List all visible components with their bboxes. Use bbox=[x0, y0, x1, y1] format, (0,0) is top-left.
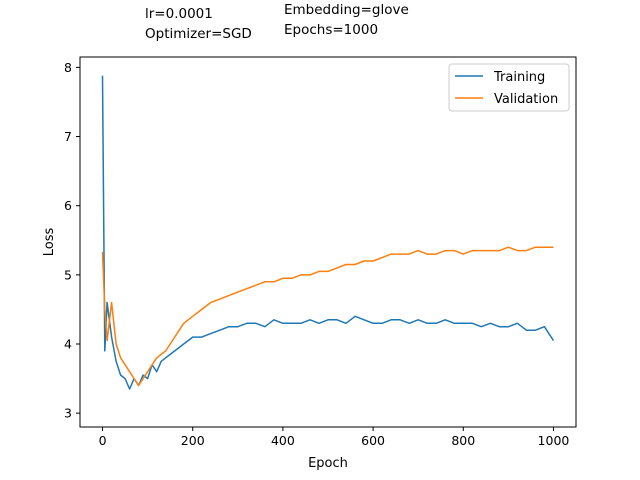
legend-label: Validation bbox=[494, 92, 558, 107]
x-tick-label: 400 bbox=[271, 433, 295, 448]
y-tick-label: 7 bbox=[64, 129, 72, 144]
annotation-hyperparams-right: Embedding=glove Epochs=1000 bbox=[284, 0, 409, 40]
series-line-training bbox=[101, 75, 555, 390]
legend: Training Validation bbox=[448, 63, 570, 112]
annotation-hyperparams-left: lr=0.0001 Optimizer=SGD bbox=[145, 4, 252, 44]
x-axis-ticks: 0 200 400 600 800 1000 bbox=[99, 427, 570, 448]
series-line-validation bbox=[101, 246, 554, 387]
annotation-optimizer: Optimizer=SGD bbox=[145, 26, 252, 42]
x-axis-label: Epoch bbox=[308, 456, 348, 471]
y-tick-label: 5 bbox=[64, 267, 72, 282]
y-tick-label: 6 bbox=[64, 198, 72, 213]
legend-label: Training bbox=[493, 70, 545, 85]
series-layer bbox=[101, 75, 555, 390]
y-tick-label: 8 bbox=[64, 60, 72, 75]
x-tick-label: 200 bbox=[181, 433, 205, 448]
annotation-lr: lr=0.0001 bbox=[145, 6, 213, 22]
annotation-epochs: Epochs=1000 bbox=[284, 22, 379, 38]
annotation-embedding: Embedding=glove bbox=[284, 2, 409, 18]
plot-frame bbox=[79, 56, 577, 428]
y-axis-label: Loss bbox=[42, 228, 57, 257]
x-tick-label: 600 bbox=[361, 433, 385, 448]
x-tick-label: 0 bbox=[99, 433, 107, 448]
y-axis-ticks: 3 4 5 6 7 8 bbox=[64, 60, 80, 421]
y-tick-label: 4 bbox=[64, 337, 72, 352]
y-tick-label: 3 bbox=[64, 406, 72, 421]
x-tick-label: 800 bbox=[451, 433, 475, 448]
x-tick-label: 1000 bbox=[538, 433, 570, 448]
